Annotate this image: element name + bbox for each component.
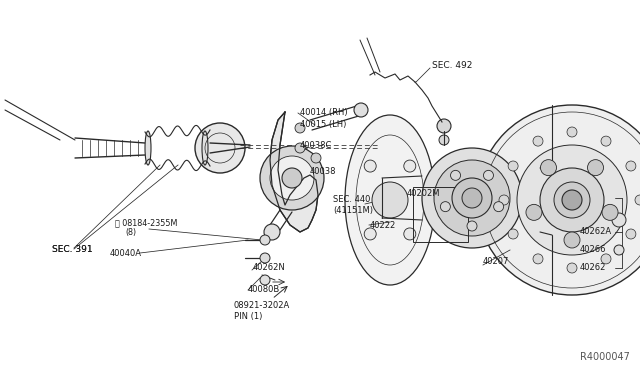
Text: 40222: 40222	[370, 221, 396, 230]
Circle shape	[540, 168, 604, 232]
Circle shape	[311, 153, 321, 163]
Circle shape	[467, 221, 477, 231]
Circle shape	[364, 160, 376, 172]
Text: 40038C: 40038C	[300, 141, 332, 150]
Text: PIN (1): PIN (1)	[234, 311, 262, 321]
Circle shape	[372, 182, 408, 218]
Circle shape	[260, 253, 270, 263]
Ellipse shape	[202, 131, 208, 165]
Circle shape	[422, 148, 522, 248]
Ellipse shape	[145, 131, 151, 165]
Circle shape	[601, 136, 611, 146]
Polygon shape	[270, 112, 318, 232]
Circle shape	[437, 119, 451, 133]
Circle shape	[295, 143, 305, 153]
Circle shape	[517, 145, 627, 255]
Circle shape	[260, 275, 270, 285]
Circle shape	[508, 229, 518, 239]
Circle shape	[533, 254, 543, 264]
Circle shape	[612, 213, 626, 227]
Circle shape	[404, 160, 416, 172]
Circle shape	[282, 168, 302, 188]
Text: (8): (8)	[125, 228, 136, 237]
Text: 40262A: 40262A	[580, 228, 612, 237]
Circle shape	[477, 105, 640, 295]
Circle shape	[567, 127, 577, 137]
Circle shape	[635, 195, 640, 205]
Circle shape	[562, 190, 582, 210]
Circle shape	[295, 123, 305, 133]
Text: 08921-3202A: 08921-3202A	[234, 301, 291, 310]
Circle shape	[270, 156, 314, 200]
Circle shape	[614, 245, 624, 255]
Circle shape	[508, 161, 518, 171]
Text: 40207: 40207	[483, 257, 509, 266]
Text: 40014 (RH): 40014 (RH)	[300, 109, 348, 118]
Text: 40038: 40038	[310, 167, 337, 176]
Text: SEC. 440: SEC. 440	[333, 196, 371, 205]
Circle shape	[567, 263, 577, 273]
Circle shape	[533, 136, 543, 146]
Circle shape	[493, 202, 504, 212]
Circle shape	[626, 161, 636, 171]
Circle shape	[354, 103, 368, 117]
Circle shape	[260, 146, 324, 210]
Circle shape	[440, 202, 451, 212]
Circle shape	[404, 228, 416, 240]
Circle shape	[602, 204, 618, 220]
Circle shape	[626, 229, 636, 239]
Circle shape	[434, 160, 510, 236]
Circle shape	[526, 204, 542, 220]
Text: Ⓑ 08184-2355M: Ⓑ 08184-2355M	[115, 218, 177, 228]
Circle shape	[601, 254, 611, 264]
Text: 40266: 40266	[580, 246, 607, 254]
Text: (41151M): (41151M)	[333, 205, 373, 215]
Text: SEC. 492: SEC. 492	[432, 61, 472, 71]
Circle shape	[452, 178, 492, 218]
Circle shape	[499, 195, 509, 205]
Text: 40202M: 40202M	[407, 189, 440, 199]
Text: R4000047: R4000047	[580, 352, 630, 362]
Circle shape	[439, 135, 449, 145]
Circle shape	[483, 170, 493, 180]
Circle shape	[260, 235, 270, 245]
Text: 40015 (LH): 40015 (LH)	[300, 119, 346, 128]
Bar	[413, 187, 468, 242]
Circle shape	[451, 170, 461, 180]
Circle shape	[462, 188, 482, 208]
Circle shape	[588, 160, 604, 176]
Text: 40080B: 40080B	[248, 285, 280, 294]
Circle shape	[541, 160, 557, 176]
Circle shape	[554, 182, 590, 218]
Text: 40262N: 40262N	[253, 263, 285, 273]
Circle shape	[364, 228, 376, 240]
Text: SEC. 391: SEC. 391	[52, 246, 93, 254]
Text: 40040A: 40040A	[110, 248, 142, 257]
Circle shape	[264, 224, 280, 240]
Circle shape	[564, 232, 580, 248]
Text: SEC. 391: SEC. 391	[52, 246, 93, 254]
Text: 40262: 40262	[580, 263, 606, 273]
Circle shape	[195, 123, 245, 173]
Ellipse shape	[345, 115, 435, 285]
